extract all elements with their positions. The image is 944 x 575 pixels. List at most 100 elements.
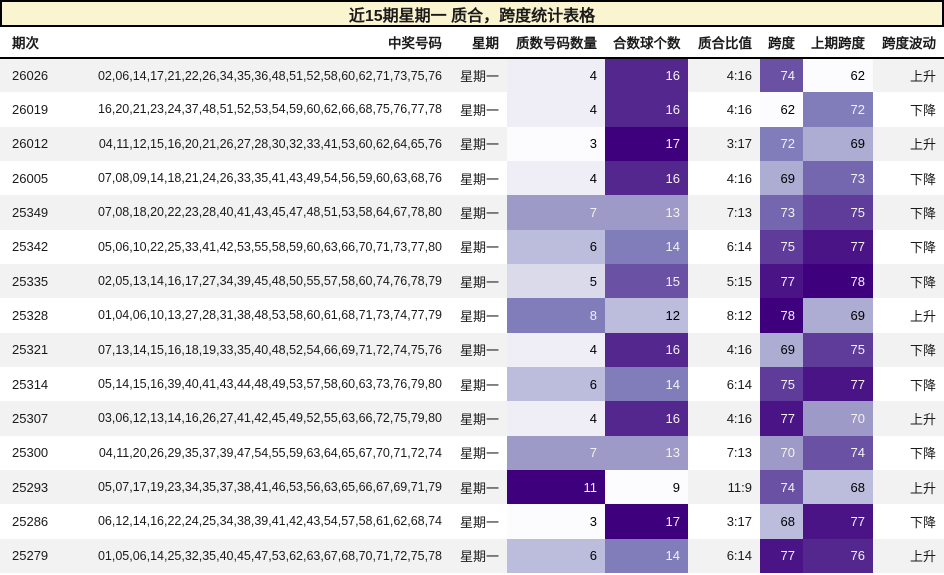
prime-count-cell: 4: [507, 401, 605, 436]
table-row: 25342 05,06,10,22,25,33,41,42,53,55,58,59…: [0, 229, 944, 264]
table-row: 25314 05,14,15,16,39,40,41,43,44,48,49,53…: [0, 366, 944, 402]
column-header-numbers: 中奖号码: [57, 27, 450, 59]
table-row: 25335 02,05,13,14,16,17,27,34,39,45,48,50…: [0, 263, 944, 299]
trend-cell: 下降: [873, 92, 944, 127]
winning-numbers-cell: 05,07,17,19,23,34,35,37,38,41,46,53,56,6…: [57, 469, 450, 505]
trend-cell: 下降: [873, 263, 944, 299]
prev-span-cell: 73: [803, 160, 873, 196]
ratio-cell: 4:16: [688, 92, 760, 127]
ratio-cell: 5:15: [688, 263, 760, 299]
trend-cell: 下降: [873, 435, 944, 470]
period-cell: 25328: [0, 298, 57, 333]
trend-cell: 下降: [873, 504, 944, 539]
prev-span-cell: 62: [803, 58, 873, 93]
table-row: 25293 05,07,17,19,23,34,35,37,38,41,46,53…: [0, 469, 944, 505]
prev-span-cell: 78: [803, 263, 873, 299]
ratio-cell: 4:16: [688, 401, 760, 436]
prime-count-cell: 6: [507, 366, 605, 402]
composite-count-cell: 13: [605, 195, 688, 230]
winning-numbers-cell: 05,14,15,16,39,40,41,43,44,48,49,53,57,5…: [57, 366, 450, 402]
weekday-cell: 星期一: [450, 332, 507, 367]
trend-cell: 上升: [873, 401, 944, 436]
ratio-cell: 3:17: [688, 126, 760, 161]
prime-count-cell: 6: [507, 538, 605, 573]
prev-span-cell: 77: [803, 229, 873, 264]
weekday-cell: 星期一: [450, 401, 507, 436]
period-cell: 26026: [0, 58, 57, 93]
winning-numbers-cell: 16,20,21,23,24,37,48,51,52,53,54,59,60,6…: [57, 92, 450, 127]
weekday-cell: 星期一: [450, 366, 507, 402]
table-row: 25328 01,04,06,10,13,27,28,31,38,48,53,58…: [0, 298, 944, 333]
span-cell: 69: [760, 160, 803, 196]
table-header: 期次 中奖号码 星期 质数号码数量 合数球个数 质合比值 跨度 上期跨度 跨度波动: [0, 27, 944, 59]
prev-span-cell: 77: [803, 366, 873, 402]
period-cell: 25335: [0, 263, 57, 299]
weekday-cell: 星期一: [450, 195, 507, 230]
trend-cell: 下降: [873, 160, 944, 196]
composite-count-cell: 16: [605, 160, 688, 196]
ratio-cell: 8:12: [688, 298, 760, 333]
winning-numbers-cell: 07,08,18,20,22,23,28,40,41,43,45,47,48,5…: [57, 195, 450, 230]
prev-span-cell: 75: [803, 195, 873, 230]
trend-cell: 上升: [873, 298, 944, 333]
span-cell: 77: [760, 538, 803, 573]
ratio-cell: 4:16: [688, 160, 760, 196]
winning-numbers-cell: 07,13,14,15,16,18,19,33,35,40,48,52,54,6…: [57, 332, 450, 367]
period-cell: 25286: [0, 504, 57, 539]
prev-span-cell: 77: [803, 504, 873, 539]
page-title: 近15期星期一 质合，跨度统计表格: [0, 0, 944, 27]
weekday-cell: 星期一: [450, 126, 507, 161]
weekday-cell: 星期一: [450, 538, 507, 573]
ratio-cell: 3:17: [688, 504, 760, 539]
span-cell: 70: [760, 435, 803, 470]
winning-numbers-cell: 02,06,14,17,21,22,26,34,35,36,48,51,52,5…: [57, 58, 450, 93]
trend-cell: 下降: [873, 366, 944, 402]
prev-span-cell: 75: [803, 332, 873, 367]
span-cell: 78: [760, 298, 803, 333]
prev-span-cell: 68: [803, 469, 873, 505]
span-cell: 75: [760, 229, 803, 264]
prev-span-cell: 76: [803, 538, 873, 573]
winning-numbers-cell: 04,11,20,26,29,35,37,39,47,54,55,59,63,6…: [57, 435, 450, 470]
span-cell: 77: [760, 263, 803, 299]
span-cell: 69: [760, 332, 803, 367]
winning-numbers-cell: 03,06,12,13,14,16,26,27,41,42,45,49,52,5…: [57, 401, 450, 436]
column-header-prime: 质数号码数量: [507, 27, 605, 59]
column-header-trend: 跨度波动: [873, 27, 944, 59]
trend-cell: 上升: [873, 538, 944, 573]
span-cell: 73: [760, 195, 803, 230]
period-cell: 25314: [0, 366, 57, 402]
trend-cell: 下降: [873, 229, 944, 264]
period-cell: 25321: [0, 332, 57, 367]
prev-span-cell: 74: [803, 435, 873, 470]
weekday-cell: 星期一: [450, 160, 507, 196]
table-row: 25321 07,13,14,15,16,18,19,33,35,40,48,52…: [0, 332, 944, 367]
weekday-cell: 星期一: [450, 504, 507, 539]
table-row: 25279 01,05,06,14,25,32,35,40,45,47,53,62…: [0, 538, 944, 573]
prime-count-cell: 4: [507, 160, 605, 196]
prev-span-cell: 72: [803, 92, 873, 127]
span-cell: 68: [760, 504, 803, 539]
prime-count-cell: 4: [507, 58, 605, 93]
ratio-cell: 6:14: [688, 538, 760, 573]
column-header-prev-span: 上期跨度: [803, 27, 873, 59]
stats-table: 期次 中奖号码 星期 质数号码数量 合数球个数 质合比值 跨度 上期跨度 跨度波动 26026 0…: [0, 27, 944, 573]
composite-count-cell: 14: [605, 366, 688, 402]
period-cell: 25279: [0, 538, 57, 573]
prime-count-cell: 8: [507, 298, 605, 333]
weekday-cell: 星期一: [450, 469, 507, 505]
winning-numbers-cell: 02,05,13,14,16,17,27,34,39,45,48,50,55,5…: [57, 263, 450, 299]
winning-numbers-cell: 07,08,09,14,18,21,24,26,33,35,41,43,49,5…: [57, 160, 450, 196]
composite-count-cell: 9: [605, 469, 688, 505]
column-header-composite: 合数球个数: [605, 27, 688, 59]
prev-span-cell: 70: [803, 401, 873, 436]
span-cell: 77: [760, 401, 803, 436]
prev-span-cell: 69: [803, 126, 873, 161]
composite-count-cell: 16: [605, 401, 688, 436]
trend-cell: 下降: [873, 332, 944, 367]
ratio-cell: 4:16: [688, 58, 760, 93]
period-cell: 26012: [0, 126, 57, 161]
trend-cell: 下降: [873, 195, 944, 230]
weekday-cell: 星期一: [450, 58, 507, 93]
trend-cell: 上升: [873, 469, 944, 505]
